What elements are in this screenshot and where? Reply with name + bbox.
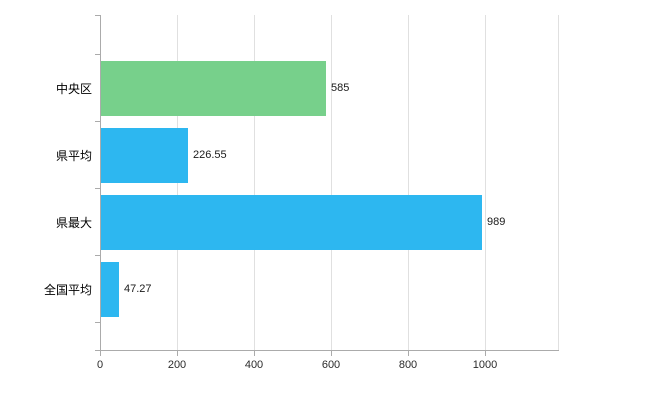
bar (101, 194, 482, 250)
category-label: 県平均 (55, 149, 92, 163)
bar (101, 60, 326, 116)
x-tick (177, 351, 178, 356)
x-tick-label: 200 (167, 359, 187, 371)
bar-value-label: 47.27 (124, 282, 152, 295)
y-tick (95, 188, 100, 189)
y-tick (95, 121, 100, 122)
y-axis (100, 15, 101, 350)
bar (101, 127, 188, 183)
category-label: 中央区 (55, 82, 92, 96)
y-tick (95, 15, 100, 16)
bar-value-label: 585 (331, 81, 350, 94)
x-tick-label: 400 (244, 359, 264, 371)
category-label: 全国平均 (43, 283, 92, 297)
x-tick (331, 351, 332, 356)
plot-right-border (558, 15, 559, 350)
x-tick-label: 0 (96, 359, 104, 371)
x-tick (100, 351, 101, 356)
gridline (408, 15, 409, 350)
x-tick (485, 351, 486, 356)
gridline (254, 15, 255, 350)
x-tick (254, 351, 255, 356)
gridline (331, 15, 332, 350)
x-tick-label: 800 (398, 359, 418, 371)
category-label: 県最大 (55, 216, 92, 230)
bar (101, 261, 119, 317)
y-tick (95, 255, 100, 256)
y-tick (95, 322, 100, 323)
bar-value-label: 989 (487, 215, 506, 228)
gridline (177, 15, 178, 350)
bar-value-label: 226.55 (193, 148, 227, 161)
y-tick (95, 350, 100, 351)
y-tick (95, 54, 100, 55)
x-axis (100, 350, 559, 351)
gridline (485, 15, 486, 350)
x-tick-label: 600 (321, 359, 341, 371)
x-tick-label: 1000 (472, 359, 498, 371)
x-tick (408, 351, 409, 356)
